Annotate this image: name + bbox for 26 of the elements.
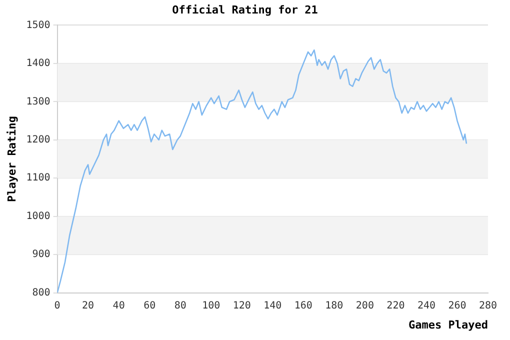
y-tick-label: 1000: [26, 210, 50, 222]
y-axis-title: Player Rating: [5, 116, 18, 202]
y-tick-label: 1500: [26, 20, 50, 31]
chart-title: Official Rating for 21: [172, 3, 318, 16]
x-tick-label: 220: [386, 300, 405, 312]
x-tick-label: 80: [174, 300, 186, 312]
x-tick-label: 260: [448, 300, 466, 312]
y-tick-label: 1100: [26, 172, 50, 184]
x-tick-label: 280: [478, 300, 498, 312]
x-axis-title: Games Played: [408, 318, 488, 332]
y-tick-label: 1400: [26, 58, 50, 70]
y-tick-label: 1200: [26, 134, 50, 146]
x-tick-label: 200: [356, 300, 374, 312]
x-tick-label: 40: [112, 300, 125, 312]
x-tick-label: 160: [294, 300, 312, 312]
x-tick-label: 180: [325, 300, 344, 312]
y-tick-label: 900: [32, 249, 50, 260]
x-tick-label: 120: [232, 300, 251, 312]
y-tick-label: 800: [32, 287, 50, 298]
x-tick-label: 140: [264, 300, 282, 312]
x-tick-label: 20: [82, 300, 94, 312]
x-tick-label: 100: [202, 300, 220, 312]
x-tick-label: 0: [54, 300, 60, 312]
x-tick-label: 240: [417, 300, 436, 312]
x-tick-label: 60: [144, 300, 156, 312]
y-tick-label: 1300: [26, 96, 50, 108]
